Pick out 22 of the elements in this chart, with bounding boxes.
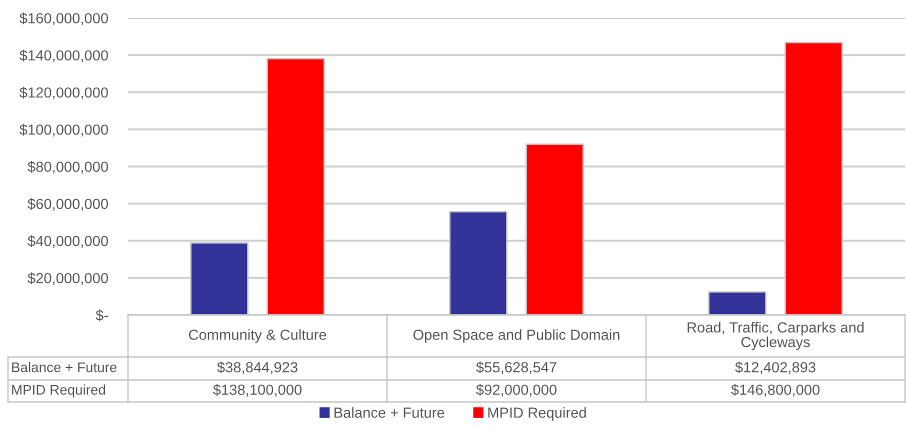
text: MPID Required xyxy=(12,384,106,398)
legend-label: MPID Required xyxy=(488,407,586,421)
y-tick-label: $100,000,000 xyxy=(20,124,108,137)
x-tick-label: Road, Traffic, Carparks and Cycleways xyxy=(688,322,864,350)
data-label: $38,844,923 xyxy=(217,361,298,374)
y-tick-label: $40,000,000 xyxy=(28,235,108,248)
y-tick-label: $120,000,000 xyxy=(20,86,108,100)
data-label: $55,628,547 xyxy=(476,361,556,374)
legend-label: Balance + Future xyxy=(334,407,444,418)
text: Balance + Future xyxy=(12,362,117,372)
x-tick-label: Community & Culture xyxy=(188,329,326,343)
y-tick-label: $160,000,000 xyxy=(20,12,108,26)
y-tick-label: $80,000,000 xyxy=(28,160,108,174)
y-tick-label: $140,000,000 xyxy=(20,50,108,62)
data-label: $12,402,893 xyxy=(735,361,816,374)
y-tick-label: $60,000,000 xyxy=(28,198,108,211)
data-label: $138,100,000 xyxy=(213,384,302,397)
data-label: $146,800,000 xyxy=(731,384,820,397)
y-tick-label: $- xyxy=(96,309,108,322)
x-tick-label: Open Space and Public Domain xyxy=(413,329,620,343)
y-tick-label: $20,000,000 xyxy=(28,272,108,286)
data-label: $92,000,000 xyxy=(476,384,556,397)
